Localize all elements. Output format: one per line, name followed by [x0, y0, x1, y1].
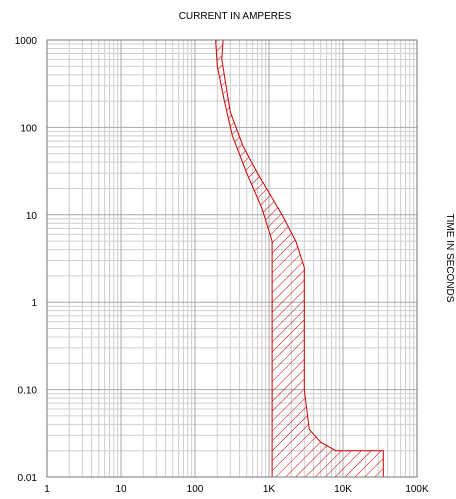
grid-major	[46, 39, 418, 478]
x-tick-label: 1	[44, 484, 50, 495]
y-tick-label: 10	[26, 211, 38, 222]
trip-band-fill	[215, 40, 384, 477]
x-tick-label: 100K	[405, 484, 429, 495]
plot-frame	[46, 39, 418, 478]
y-tick-label: 1000	[15, 36, 38, 47]
y-tick-label: 0.10	[18, 386, 38, 397]
y-tick-labels: 1000 100 10 1 0.10 0.01	[15, 36, 38, 484]
trip-band-outline	[215, 39, 384, 478]
trip-band	[215, 39, 384, 478]
y-tick-label: 1	[31, 298, 37, 309]
chart-title: CURRENT IN AMPERES	[179, 11, 292, 22]
y-tick-label: 0.01	[18, 473, 38, 484]
y-axis-label: TIME IN SECONDS	[444, 214, 455, 303]
x-tick-label: 1K	[263, 484, 276, 495]
x-tick-labels: 1 10 100 1K 10K 100K	[44, 484, 429, 495]
x-tick-label: 10	[115, 484, 127, 495]
x-tick-label: 100	[187, 484, 204, 495]
x-tick-label: 10K	[334, 484, 352, 495]
y-tick-label: 100	[20, 123, 37, 134]
grid-minor	[47, 40, 417, 477]
